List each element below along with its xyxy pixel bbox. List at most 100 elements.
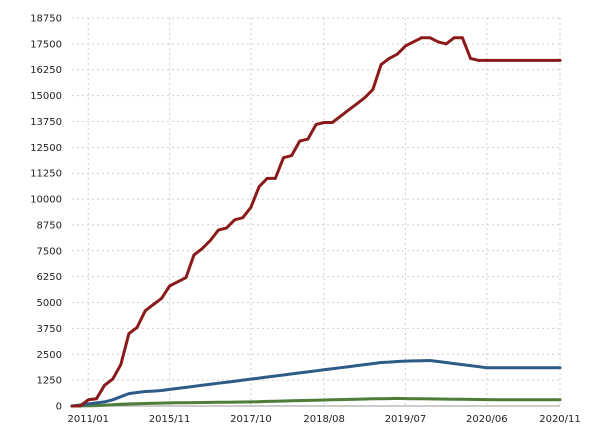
- data-point: [542, 366, 545, 370]
- data-point: [501, 398, 505, 402]
- data-point: [461, 363, 464, 366]
- data-point: [444, 361, 448, 364]
- data-point: [550, 366, 554, 370]
- data-point: [314, 123, 318, 126]
- y-tick-label: 1250: [37, 376, 62, 387]
- data-point: [225, 380, 228, 384]
- data-point: [404, 359, 407, 363]
- data-point: [217, 228, 220, 232]
- x-tick-label: 2020/06: [466, 414, 508, 425]
- data-point: [509, 59, 513, 62]
- data-point: [192, 385, 196, 388]
- x-tick-label: 2018/08: [303, 414, 345, 425]
- data-point: [322, 121, 326, 124]
- data-point: [257, 376, 261, 380]
- data-point: [160, 389, 163, 392]
- data-point: [355, 102, 359, 106]
- data-point: [78, 404, 82, 408]
- data-point: [436, 40, 440, 44]
- data-point: [95, 404, 98, 407]
- data-point: [274, 399, 277, 403]
- data-point: [209, 383, 212, 386]
- data-point: [518, 366, 521, 370]
- data-point: [461, 36, 464, 39]
- data-point: [127, 402, 131, 406]
- data-point: [387, 360, 391, 364]
- data-point: [314, 369, 318, 373]
- data-point: [298, 399, 302, 402]
- data-point: [322, 368, 326, 372]
- data-point: [184, 401, 188, 405]
- data-point: [477, 59, 481, 62]
- data-point: [249, 377, 253, 381]
- y-tick-label: 0: [56, 402, 62, 413]
- y-tick-label: 5000: [37, 298, 62, 309]
- data-point: [339, 398, 342, 401]
- data-point: [143, 309, 147, 313]
- data-point: [87, 398, 90, 402]
- data-point: [534, 59, 537, 62]
- x-tick-label: 2017/10: [230, 414, 272, 425]
- data-point: [339, 366, 342, 370]
- data-point: [282, 399, 285, 403]
- data-point: [412, 359, 415, 363]
- y-tick-label: 6250: [37, 272, 62, 283]
- data-point: [347, 398, 350, 401]
- data-point: [306, 370, 310, 374]
- x-tick-label: 2020/11: [539, 414, 581, 425]
- data-point: [257, 185, 261, 188]
- data-point: [404, 397, 407, 400]
- data-point: [396, 397, 399, 400]
- data-point: [168, 284, 171, 288]
- data-point: [379, 361, 383, 364]
- data-point: [257, 400, 261, 404]
- data-point: [290, 372, 293, 376]
- data-point: [111, 403, 114, 407]
- data-point: [485, 366, 489, 370]
- data-point: [135, 326, 139, 329]
- data-point: [119, 395, 123, 399]
- data-point: [265, 177, 269, 180]
- data-point: [379, 397, 383, 401]
- data-point: [233, 400, 236, 404]
- x-tick-label: 2011/01: [67, 414, 109, 425]
- data-point: [371, 88, 375, 91]
- y-axis: 0 1250 2500 3750 5000 6250 7500 8750 10000 11250 1…: [30, 14, 62, 413]
- data-point: [111, 398, 114, 402]
- data-point: [469, 364, 472, 367]
- data-point: [233, 218, 236, 222]
- data-point: [331, 121, 334, 124]
- data-point: [509, 398, 513, 402]
- data-point: [241, 400, 245, 404]
- data-point: [143, 402, 147, 405]
- data-point: [87, 402, 90, 406]
- data-point: [298, 139, 302, 143]
- data-point: [209, 401, 212, 404]
- data-point: [355, 397, 359, 401]
- data-point: [404, 44, 407, 48]
- x-tick-label: 2015/11: [149, 414, 191, 425]
- data-point: [241, 216, 245, 219]
- data-point: [542, 398, 545, 402]
- data-point: [265, 375, 269, 379]
- data-point: [119, 403, 123, 406]
- data-point: [526, 59, 529, 62]
- y-tick-label: 17500: [30, 39, 62, 50]
- data-point: [550, 398, 554, 402]
- y-tick-label: 15000: [30, 91, 62, 102]
- data-point: [152, 303, 155, 306]
- y-tick-label: 3750: [37, 324, 62, 335]
- series-lines: [70, 36, 562, 408]
- data-point: [200, 384, 204, 387]
- data-point: [306, 399, 310, 402]
- data-point: [209, 239, 212, 242]
- data-point: [298, 371, 302, 375]
- data-point: [200, 401, 204, 404]
- data-point: [176, 387, 179, 390]
- data-point: [477, 365, 481, 369]
- data-point: [339, 115, 342, 118]
- data-point: [290, 399, 293, 403]
- data-point: [111, 377, 114, 381]
- data-point: [217, 401, 220, 404]
- data-point: [412, 40, 415, 44]
